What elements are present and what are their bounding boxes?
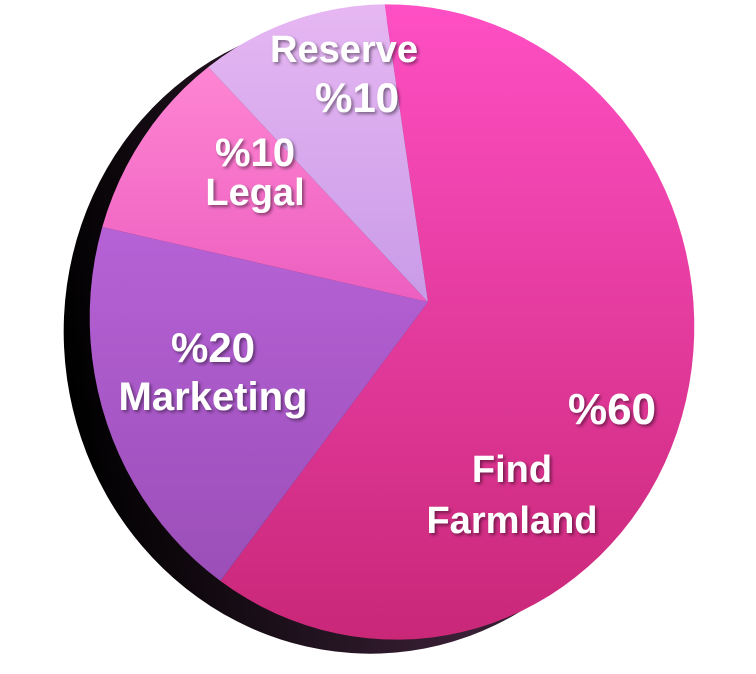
data-label-marketing-name: Marketing: [119, 375, 308, 419]
data-label-legal-name: Legal: [205, 172, 304, 214]
pie-root: %60FindFarmland%20Marketing%10LegalReser…: [63, 4, 695, 654]
data-label-marketing-pct: %20: [171, 324, 255, 371]
data-label-find-farmland-name-line2: Farmland: [426, 500, 597, 542]
data-label-find-farmland-name-line1: Find: [472, 449, 552, 491]
data-label-reserve-pct: %10: [315, 74, 399, 121]
slice-find-farmland: [220, 4, 695, 640]
slice-reserve: [208, 4, 428, 302]
slice-legal: [102, 66, 428, 302]
data-label-legal-pct: %10: [215, 131, 295, 175]
slice-marketing: [89, 227, 429, 581]
data-label-reserve-name: Reserve: [270, 29, 418, 71]
data-label-find-farmland-pct: %60: [568, 385, 656, 434]
